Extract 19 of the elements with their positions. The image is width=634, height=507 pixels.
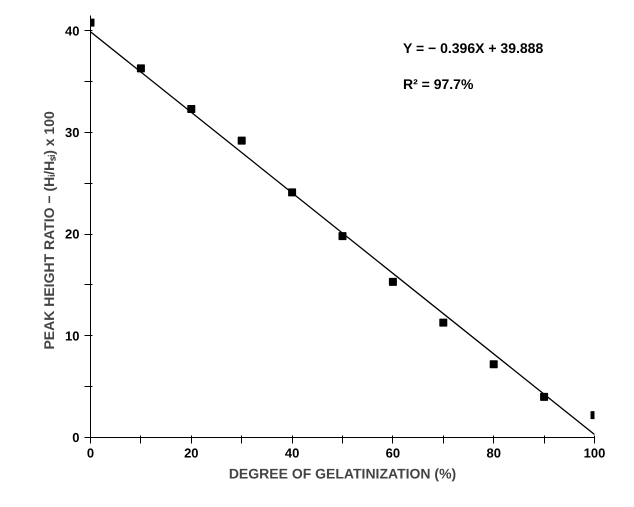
x-tick-label: 0 (86, 446, 94, 460)
y-tick-label: 20 (65, 226, 80, 242)
point (388, 278, 397, 286)
x-axis-title: DEGREE OF GELATINIZATION (%) (228, 466, 456, 482)
annotation: Y = − 0.396X + 39.888 (402, 40, 544, 56)
y-tick-label: 40 (65, 23, 80, 38)
y-tick-label: 30 (65, 124, 80, 140)
point (490, 360, 498, 368)
y-axis-title: PEAK HEIGHT RATIO − (Hᵢ/Hₛᵢ) x 100 (41, 111, 58, 350)
annotation: R² = 97.7% (402, 76, 474, 92)
x-tick-label: 40 (284, 446, 300, 460)
x-tick-label: 80 (486, 446, 501, 460)
point (439, 318, 448, 327)
y-tick-label: 10 (65, 328, 80, 344)
x-tick-label: 20 (184, 446, 199, 460)
y-tick-label: 0 (72, 430, 80, 445)
x-tick-label: 100 (584, 446, 606, 460)
point (238, 136, 246, 145)
x-tick-label: 60 (386, 446, 400, 460)
